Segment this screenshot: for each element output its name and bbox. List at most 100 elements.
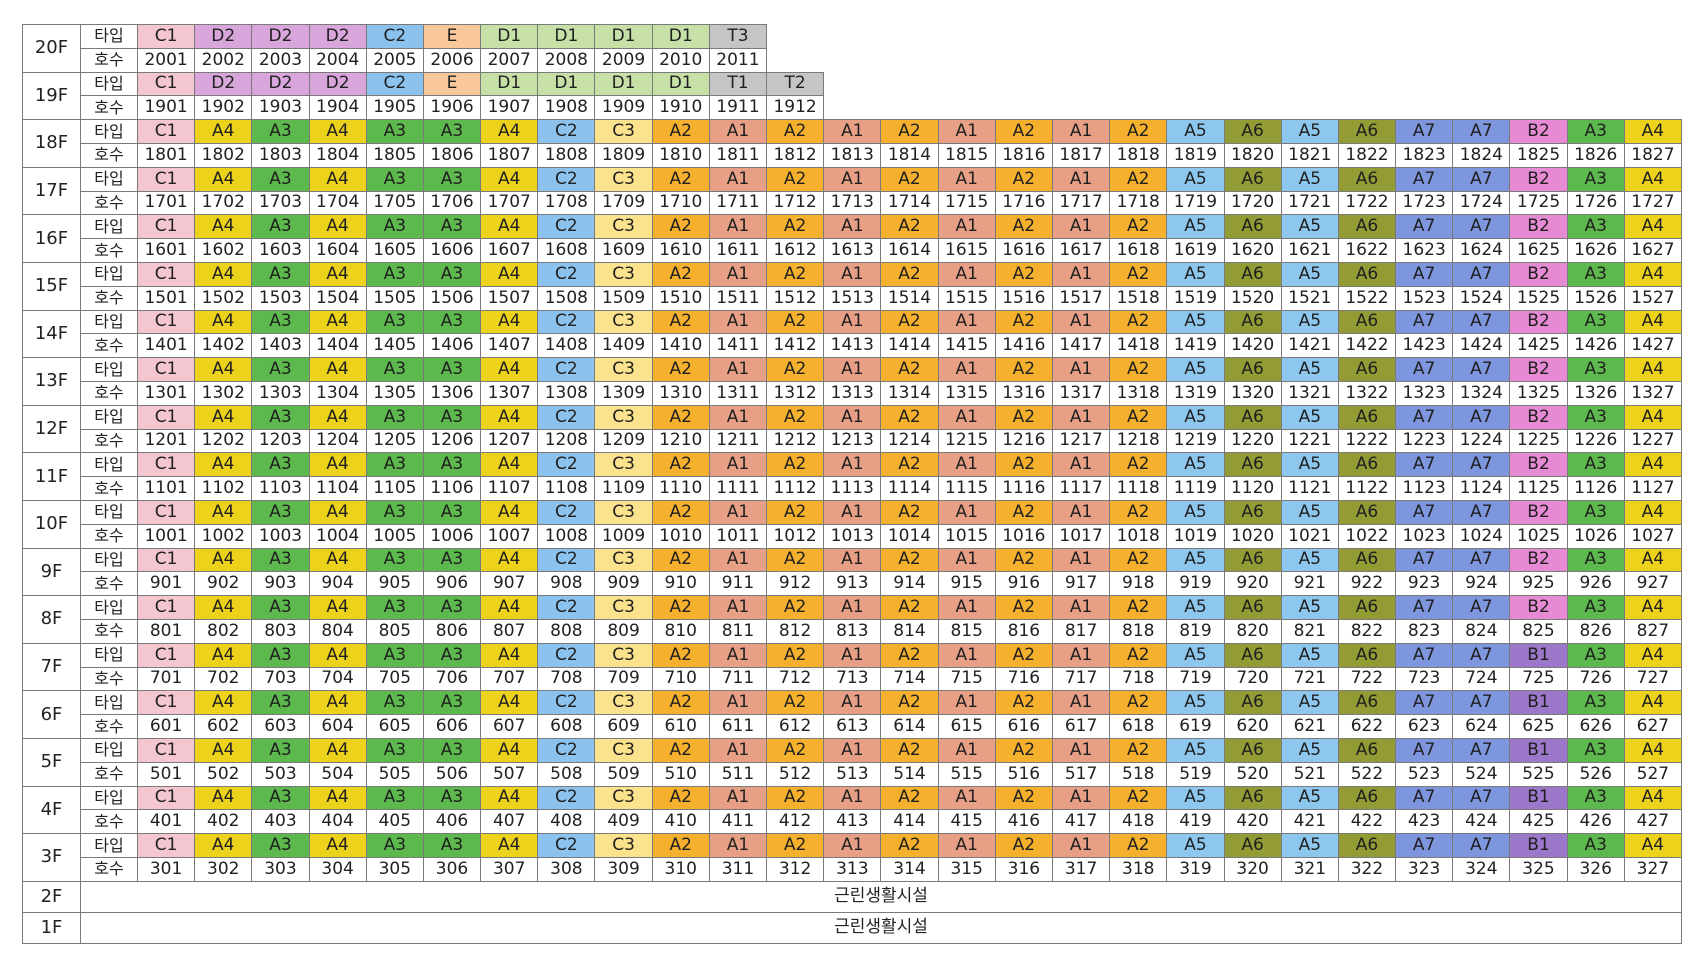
unit-number-cell: 1409 — [594, 333, 653, 359]
unit-type-cell: A3 — [422, 262, 482, 287]
unit-type-cell: A2 — [880, 738, 939, 763]
unit-type-cell: A1 — [823, 309, 882, 335]
unit-number-cell: 1227 — [1623, 428, 1682, 454]
unit-type-cell: A4 — [480, 690, 539, 716]
unit-number-cell: 821 — [1280, 619, 1339, 644]
unit-type-cell: A4 — [480, 119, 539, 144]
unit-number-cell: 413 — [823, 809, 882, 835]
unit-number-cell: 1626 — [1566, 238, 1625, 263]
unit-number-cell: 1811 — [708, 143, 768, 168]
unit-number-cell: 1720 — [1223, 190, 1282, 216]
unit-number-cell: 1005 — [365, 523, 424, 549]
unit-number-cell: 1721 — [1280, 190, 1339, 216]
unit-number-cell: 1111 — [708, 476, 768, 501]
unit-type-cell: A4 — [1623, 547, 1682, 573]
unit-type-cell: C1 — [137, 785, 196, 811]
unit-type-cell: A2 — [1109, 738, 1168, 763]
unit-number-cell: 1119 — [1166, 476, 1225, 501]
unit-number-cell: 909 — [594, 571, 653, 597]
unit-type-cell: A2 — [766, 357, 825, 382]
unit-number-cell: 1214 — [880, 428, 939, 454]
unit-type-cell: A3 — [251, 500, 310, 525]
unit-number-cell: 323 — [1395, 857, 1454, 882]
unit-number-cell: 1420 — [1223, 333, 1282, 359]
unit-number-cell: 623 — [1395, 714, 1454, 739]
unit-type-cell: B2 — [1509, 547, 1568, 573]
unit-number-cell: 526 — [1566, 761, 1625, 787]
unit-type-cell: A7 — [1395, 166, 1454, 192]
unit-type-cell: A1 — [937, 595, 996, 620]
unit-type-cell: A4 — [194, 595, 253, 620]
unit-number-cell: 1310 — [651, 381, 710, 406]
unit-type-cell: C2 — [537, 642, 596, 668]
unit-number-cell: 825 — [1509, 619, 1568, 644]
unit-type-cell: A6 — [1223, 452, 1282, 478]
unit-number-cell: 1901 — [137, 95, 196, 121]
unit-type-cell: C2 — [537, 547, 596, 573]
unit-number-cell: 710 — [651, 666, 710, 692]
unit-type-cell: A3 — [251, 785, 310, 811]
unit-number-cell: 1527 — [1623, 285, 1682, 311]
unit-number-cell: 1010 — [651, 523, 710, 549]
unit-number-cell: 1014 — [880, 523, 939, 549]
unit-type-cell: A7 — [1452, 452, 1511, 478]
unit-type-cell: A2 — [994, 119, 1053, 144]
unit-type-cell: A6 — [1223, 547, 1282, 573]
unit-number-cell: 1112 — [766, 476, 825, 501]
unit-type-cell: A6 — [1337, 166, 1397, 192]
unit-type-cell: A5 — [1280, 738, 1339, 763]
unit-type-cell: A7 — [1395, 547, 1454, 573]
unit-number-cell: 1108 — [537, 476, 596, 501]
unit-number-cell: 313 — [823, 857, 882, 882]
unit-type-cell: A4 — [480, 166, 539, 192]
unit-type-cell: A2 — [994, 833, 1053, 858]
unit-number-cell: 1125 — [1509, 476, 1568, 501]
unit-type-cell: A3 — [365, 595, 424, 620]
unit-type-cell: C1 — [137, 642, 196, 668]
unit-type-cell: A2 — [766, 690, 825, 716]
unit-type-cell: A6 — [1223, 595, 1282, 620]
unit-type-cell: A3 — [251, 452, 310, 478]
unit-number-cell: 1004 — [308, 523, 367, 549]
unit-type-cell: A1 — [937, 119, 996, 144]
unit-number-cell: 1709 — [594, 190, 653, 216]
unit-number-cell: 1401 — [137, 333, 196, 359]
unit-type-cell: A2 — [651, 547, 710, 573]
unit-number-cell: 907 — [480, 571, 539, 597]
unit-number-cell: 1202 — [194, 428, 253, 454]
unit-number-cell: 1320 — [1223, 381, 1282, 406]
unit-type-cell: A6 — [1337, 595, 1397, 620]
unit-type-cell: A4 — [1623, 309, 1682, 335]
unit-number-cell: 1524 — [1452, 285, 1511, 311]
unit-number-cell: 624 — [1452, 714, 1511, 739]
unit-type-cell: A5 — [1280, 262, 1339, 287]
unit-row-label: 호수 — [80, 285, 138, 311]
unit-type-cell: A4 — [194, 690, 253, 716]
unit-number-cell: 1612 — [766, 238, 825, 263]
unit-type-cell: B2 — [1509, 357, 1568, 382]
unit-number-cell: 509 — [594, 761, 653, 787]
unit-type-cell: A1 — [823, 785, 882, 811]
unit-number-cell: 315 — [937, 857, 996, 882]
unit-number-cell: 416 — [994, 809, 1053, 835]
unit-number-cell: 426 — [1566, 809, 1625, 835]
unit-type-cell: A6 — [1337, 500, 1397, 525]
unit-number-cell: 1312 — [766, 381, 825, 406]
unit-type-cell: T1 — [708, 71, 768, 97]
unit-type-cell: A7 — [1395, 785, 1454, 811]
unit-type-cell: A2 — [651, 309, 710, 335]
unit-type-cell: A4 — [480, 357, 539, 382]
unit-number-cell: 1324 — [1452, 381, 1511, 406]
unit-number-cell: 314 — [880, 857, 939, 882]
unit-row-label: 호수 — [80, 476, 138, 501]
unit-type-cell: A1 — [823, 214, 882, 240]
unit-number-cell: 404 — [308, 809, 367, 835]
unit-type-cell: T2 — [766, 71, 825, 97]
unit-number-cell: 409 — [594, 809, 653, 835]
unit-number-cell: 1602 — [194, 238, 253, 263]
unit-number-cell: 410 — [651, 809, 710, 835]
unit-type-cell: C3 — [594, 547, 653, 573]
unit-number-cell: 1107 — [480, 476, 539, 501]
unit-number-cell: 1210 — [651, 428, 710, 454]
unit-number-cell: 1822 — [1337, 143, 1397, 168]
